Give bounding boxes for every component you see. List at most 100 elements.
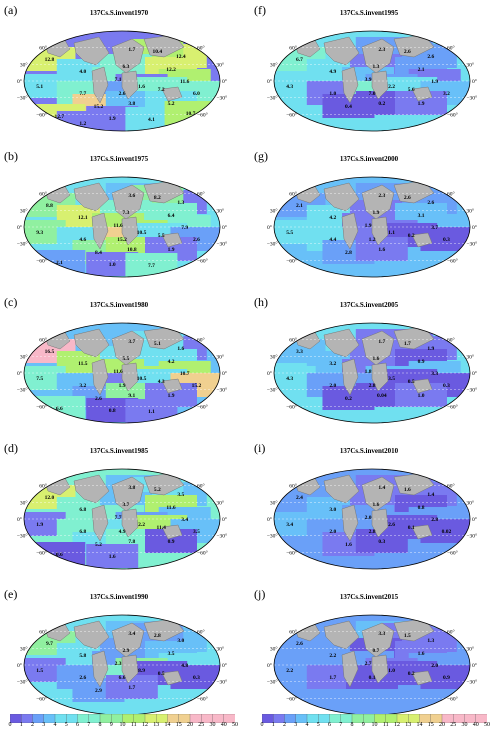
colorbar-left: [9, 710, 236, 724]
value-label: 3.5: [388, 376, 395, 382]
value-label: 3.9: [365, 77, 372, 83]
panel-letter: (g): [254, 149, 268, 163]
latitude-label: 30°: [466, 61, 474, 68]
value-label: 4.2: [329, 215, 336, 221]
value-label: 2.6: [296, 641, 303, 647]
latitude-label: −60°: [286, 403, 297, 410]
latitude-label: 60°: [39, 629, 47, 636]
value-label: 3.8: [128, 485, 135, 491]
latitude-label: −60°: [286, 111, 297, 118]
value-label: 2.6: [404, 49, 411, 55]
colorbar-tick-label: 25: [450, 722, 457, 728]
latitude-label: −60°: [197, 403, 208, 410]
latitude-label: −30°: [466, 241, 477, 248]
value-label: 1.5: [404, 633, 411, 639]
land-mass: [323, 182, 360, 212]
map-panel: (i) 137Cs.S.invent2010 2.4 3.0 1.4 1.4 1.6 1.6 0…: [254, 441, 484, 576]
value-label: 0.3: [378, 539, 385, 545]
latitude-label: 30°: [20, 353, 28, 360]
colorbar-tick-label: 1: [19, 722, 23, 728]
value-label: 1.3: [372, 64, 379, 70]
value-label: 1.0: [109, 262, 116, 268]
value-label: 1.6: [138, 84, 145, 90]
latitude-label: −60°: [447, 695, 458, 702]
panel-letter: (j): [254, 587, 266, 601]
value-label: 1.0: [388, 668, 395, 674]
value-label: 1.6: [404, 487, 411, 493]
latitude-label: 60°: [39, 191, 47, 198]
value-label: 7.0: [369, 91, 376, 97]
value-label: 3.7: [128, 339, 135, 345]
value-label: 0.1: [408, 525, 415, 531]
panel-title: 137Cs.S.invent1990: [89, 593, 149, 601]
value-label: 10.7: [180, 371, 190, 377]
colorbar-tick-label: 40: [220, 722, 227, 728]
panel-title: 137Cs.S.invent1980: [89, 301, 149, 309]
value-label: 2.0: [329, 529, 336, 535]
value-label: 3.3: [378, 631, 385, 637]
value-label: 4.1: [148, 117, 155, 123]
land-mass: [371, 70, 389, 100]
colorbar-right-bar: [261, 713, 488, 724]
map-svg: 2.1 4.2 2.3 2.6 2.6 1.9 3.1 1.9 3.7 5.5 4.4 1.1 1.2 0…: [267, 176, 477, 278]
colorbar-tick-label: 13: [405, 722, 412, 728]
value-label: 7.7: [148, 263, 155, 269]
map-svg: 6.7 4.9 2.3 2.6 2.6 1.3 2.1 3.9 1.9 4.3 1.0 2.2 7.0 5…: [267, 30, 477, 132]
latitude-label: 0°: [222, 224, 227, 231]
value-label: 10.4: [152, 49, 162, 55]
latitude-label: 30°: [20, 645, 28, 652]
latitude-label: 0°: [267, 370, 272, 377]
latitude-label: 30°: [20, 61, 28, 68]
value-label: 2.1: [56, 260, 63, 266]
panel-letter: (f): [254, 3, 266, 17]
value-label: 4.9: [119, 529, 126, 535]
value-label: 1.6: [345, 542, 352, 548]
value-label: 1.5: [36, 668, 43, 674]
value-label: 10.5: [137, 230, 147, 236]
value-label: 12.8: [45, 57, 55, 63]
value-label: 1.2: [369, 237, 376, 243]
latitude-label: −30°: [267, 533, 278, 540]
map-svg: 3.33.21.71.91.71.6 0.91.8 3.34.32.03.52.80…: [267, 322, 477, 424]
value-label: 3.7: [431, 225, 438, 231]
panel-title: 137Cs.S.invent2015: [339, 593, 399, 601]
land-mass: [91, 358, 109, 396]
value-label: 2.8: [369, 383, 376, 389]
value-label: 3.3: [431, 371, 438, 377]
colorbar-tick-label: 2: [31, 722, 34, 728]
latitude-label: −30°: [466, 533, 477, 540]
latitude-label: −30°: [267, 679, 278, 686]
map-outline: [23, 322, 221, 424]
colorbar-right-ticks: 0 1 2 3 4 5 6 7 8 9 10 11 12 13 14 15 20 25 30 40 50: [261, 722, 491, 730]
land-mass: [341, 66, 359, 104]
latitude-label: 60°: [39, 483, 47, 490]
value-label: 5.2: [154, 487, 161, 493]
colorbar-tick-label: 12: [142, 722, 148, 728]
latitude-label: 60°: [39, 337, 47, 344]
latitude-label: 0°: [17, 224, 22, 231]
map-outline: [273, 322, 471, 424]
value-label: 1.8: [365, 369, 372, 375]
land-mass: [73, 182, 110, 212]
map-svg: 9.7 5.8 3.4 3.0 2.8 2.9 3.5 2.3 4.8 1.5 2.6 8.9 6.6 0…: [17, 614, 227, 716]
value-label: 8.4: [95, 250, 102, 256]
land-mass: [341, 650, 359, 688]
latitude-label: −30°: [17, 387, 28, 394]
panel-letter: (e): [4, 587, 18, 601]
value-label: 6.4: [168, 213, 175, 219]
latitude-label: −60°: [286, 257, 297, 264]
latitude-label: 0°: [267, 662, 272, 669]
latitude-label: 30°: [270, 645, 278, 652]
latitude-label: −30°: [216, 533, 227, 540]
latitude-label: 60°: [447, 337, 455, 344]
colorbar-tick-label: 30: [209, 722, 216, 728]
latitude-label: −30°: [17, 533, 28, 540]
value-label: 7.1: [115, 77, 122, 83]
land-mass: [121, 508, 139, 538]
colorbar-left-ticks: 0 1 2 3 4 5 6 7 8 9 10 11 12 13 14 15 20 25 30 40 50: [9, 722, 239, 730]
value-label: 0.9: [443, 675, 450, 681]
latitude-label: 0°: [222, 78, 227, 85]
value-label: 2.6: [79, 675, 86, 681]
latitude-label: 30°: [216, 61, 224, 68]
latitude-label: 60°: [39, 45, 47, 52]
